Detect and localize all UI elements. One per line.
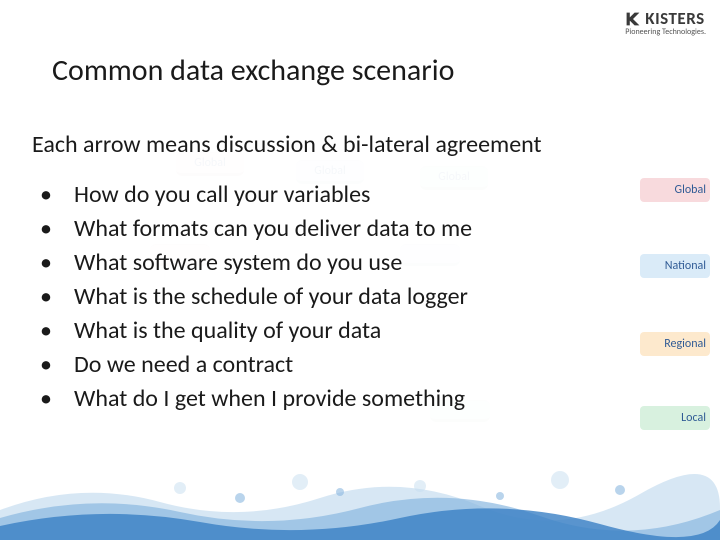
bullet-dot: • <box>40 246 74 280</box>
water-footer <box>0 470 720 540</box>
side-label-national: National <box>640 254 710 278</box>
bullet-item: •Do we need a contract <box>40 348 616 382</box>
bullet-dot: • <box>40 348 74 382</box>
bullet-dot: • <box>40 382 74 416</box>
logo-tagline: Pioneering Technologies. <box>625 27 706 37</box>
logo-mark-icon <box>625 11 641 27</box>
bullet-item: •What formats can you deliver data to me <box>40 212 616 246</box>
bullet-text: What software system do you use <box>74 246 402 280</box>
bullet-list: •How do you call your variables•What for… <box>32 178 616 417</box>
bullet-dot: • <box>40 280 74 314</box>
bullet-text: What is the schedule of your data logger <box>74 280 468 314</box>
bullet-dot: • <box>40 178 74 212</box>
brand-logo: KISTERS Pioneering Technologies. <box>625 8 706 37</box>
side-label-global: Global <box>640 178 710 202</box>
bullet-text: What do I get when I provide something <box>74 382 465 416</box>
side-label-local: Local <box>640 406 710 430</box>
bullet-item: •What do I get when I provide something <box>40 382 616 416</box>
side-label-regional: Regional <box>640 332 710 356</box>
bullet-text: How do you call your variables <box>74 178 370 212</box>
logo-text: KISTERS <box>645 8 704 29</box>
bullet-dot: • <box>40 314 74 348</box>
bullet-item: •What is the quality of your data <box>40 314 616 348</box>
bullet-text: What is the quality of your data <box>74 314 381 348</box>
bullet-item: •How do you call your variables <box>40 178 616 212</box>
bullet-item: •What is the schedule of your data logge… <box>40 280 616 314</box>
bullet-text: What formats can you deliver data to me <box>74 212 472 246</box>
logo-name: KISTERS <box>625 8 706 29</box>
content-box: Each arrow means discussion & bi-lateral… <box>24 122 624 435</box>
bullet-dot: • <box>40 212 74 246</box>
slide-title: Common data exchange scenario <box>52 52 454 89</box>
bullet-item: •What software system do you use <box>40 246 616 280</box>
slide-subtitle: Each arrow means discussion & bi-lateral… <box>32 130 616 160</box>
bullet-text: Do we need a contract <box>74 348 293 382</box>
